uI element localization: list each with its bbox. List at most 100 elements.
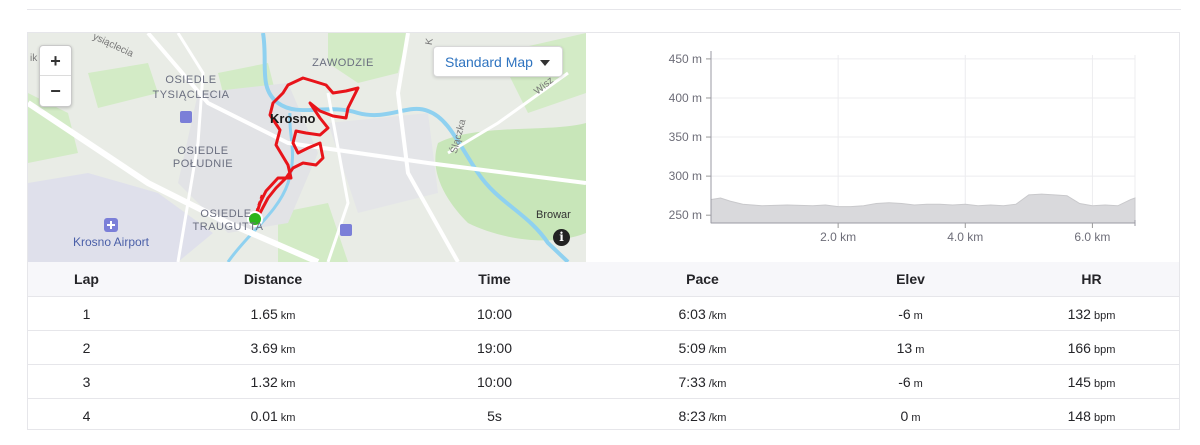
pace-value: 5:09 <box>678 339 706 356</box>
zoom-in-button[interactable]: + <box>40 46 71 76</box>
elev-value: -6 <box>898 373 911 390</box>
lap-time: 10:00 <box>401 364 588 399</box>
map-label-browar: Browar <box>536 209 571 221</box>
lap-pace: 5:09/km <box>588 330 817 365</box>
lap-hr: 132 bpm <box>1004 296 1179 331</box>
lap-number: 4 <box>28 398 145 432</box>
lap-hr: 145 bpm <box>1004 364 1179 399</box>
map-label-street: ysiąclecia <box>91 33 135 60</box>
distance-unit: km <box>280 343 296 356</box>
lap-distance: 0.01 km <box>145 398 401 432</box>
lap-distance: 1.32 km <box>145 364 401 399</box>
column-header-distance: Distance <box>145 262 401 297</box>
y-tick-label: 350 m <box>669 130 702 144</box>
lap-time: 5s <box>401 398 588 432</box>
table-row[interactable]: 1 1.65 km 10:00 6:03/km -6 m 132 bpm <box>28 296 1179 331</box>
pace-value: 7:33 <box>678 373 706 390</box>
poi-icon <box>180 111 192 123</box>
elev-value: 13 <box>896 339 913 356</box>
distance-unit: km <box>280 309 296 322</box>
hr-unit: bpm <box>1093 309 1116 322</box>
x-tick-label: 6.0 km <box>1074 230 1110 244</box>
activity-overview-panel: OSIEDLE TYSIĄCLECIA OSIEDLE POŁUDNIE OSI… <box>27 32 1181 432</box>
lap-hr: 166 bpm <box>1004 330 1179 365</box>
elevation-area <box>710 193 1136 224</box>
elev-unit: m <box>915 343 925 356</box>
map-label-krosno-airport: Krosno Airport <box>73 235 150 249</box>
route-map[interactable]: OSIEDLE TYSIĄCLECIA OSIEDLE POŁUDNIE OSI… <box>28 33 586 262</box>
lap-number: 1 <box>28 296 145 331</box>
elev-unit: m <box>913 309 923 322</box>
x-tick-label: 4.0 km <box>947 230 983 244</box>
map-style-dropdown[interactable]: Standard Map <box>433 46 563 77</box>
pace-unit: /km <box>708 309 727 322</box>
column-header-time: Time <box>401 262 588 297</box>
map-style-label: Standard Map <box>445 54 533 70</box>
top-divider <box>27 9 1181 10</box>
map-label-osiedle-tysiaclecia: TYSIĄCLECIA <box>152 89 229 101</box>
park-area <box>88 63 158 108</box>
start-marker[interactable] <box>247 211 263 227</box>
road <box>447 71 569 155</box>
lap-distance: 3.69 km <box>145 330 401 365</box>
river <box>226 112 295 262</box>
lap-time: 19:00 <box>401 330 588 365</box>
lap-elev: 13 m <box>817 330 1004 365</box>
elev-value: -6 <box>898 305 911 322</box>
distance-value: 3.69 <box>250 339 278 356</box>
hr-value: 148 <box>1067 407 1091 424</box>
map-label-osiedle-poludnie: POŁUDNIE <box>173 158 233 170</box>
pace-value: 8:23 <box>678 407 706 424</box>
airport-icon-glyph <box>107 221 115 229</box>
table-header-row: Lap Distance Time Pace Elev HR <box>28 262 1179 297</box>
column-header-lap: Lap <box>28 262 145 297</box>
poi-icon <box>340 224 352 236</box>
map-label-zawodzie: ZAWODZIE <box>312 57 374 69</box>
y-tick-label: 450 m <box>669 52 702 66</box>
elevation-chart[interactable]: 450 m 400 m 350 m 300 m 250 m 2.0 km 4.0 km 6.0… <box>624 33 1181 262</box>
road <box>146 33 586 185</box>
pace-unit: /km <box>708 411 727 424</box>
table-row[interactable]: 2 3.69 km 19:00 5:09/km 13 m 166 bpm <box>28 330 1179 365</box>
map-label-osiedle-traugutta: TRAUGUTTA <box>193 221 264 233</box>
map-label-osiedle-traugutta: OSIEDLE <box>200 208 251 220</box>
map-label-osiedle-tysiaclecia: OSIEDLE <box>165 74 216 86</box>
lap-pace: 8:23/km <box>588 398 817 432</box>
park-area <box>328 33 408 83</box>
pace-unit: /km <box>708 343 727 356</box>
zoom-control: + − <box>39 45 72 107</box>
elev-unit: m <box>913 377 923 390</box>
map-label-osiedle-poludnie: OSIEDLE <box>177 145 228 157</box>
elev-unit: m <box>911 411 921 424</box>
elevation-chart-canvas[interactable]: 450 m 400 m 350 m 300 m 250 m 2.0 km 4.0 km 6.0… <box>624 33 1181 262</box>
y-tick-label: 300 m <box>669 169 702 183</box>
lap-pace: 7:33/km <box>588 364 817 399</box>
pace-unit: /km <box>708 377 727 390</box>
lap-elev: -6 m <box>817 296 1004 331</box>
chevron-down-icon <box>540 60 550 66</box>
distance-value: 1.32 <box>250 373 278 390</box>
map-label-street: ik <box>30 53 38 64</box>
lap-distance: 1.65 km <box>145 296 401 331</box>
road <box>395 33 460 262</box>
column-header-elev: Elev <box>817 262 1004 297</box>
urban-area <box>328 113 438 213</box>
hr-value: 145 <box>1067 373 1091 390</box>
lap-hr: 148 bpm <box>1004 398 1179 432</box>
map-label-street: K <box>424 37 436 46</box>
airport-area <box>28 173 213 262</box>
map-label-krosno: Krosno <box>270 111 316 126</box>
map-canvas[interactable]: OSIEDLE TYSIĄCLECIA OSIEDLE POŁUDNIE OSI… <box>28 33 586 262</box>
hr-unit: bpm <box>1093 343 1116 356</box>
x-tick-label: 2.0 km <box>820 230 856 244</box>
park-area <box>435 123 586 241</box>
lap-number: 2 <box>28 330 145 365</box>
zoom-out-button[interactable]: − <box>50 81 61 101</box>
table-row[interactable]: 3 1.32 km 10:00 7:33/km -6 m 145 bpm <box>28 364 1179 399</box>
lap-number: 3 <box>28 364 145 399</box>
lap-elev: -6 m <box>817 364 1004 399</box>
info-icon[interactable]: i <box>553 229 570 246</box>
hr-value: 166 <box>1067 339 1091 356</box>
